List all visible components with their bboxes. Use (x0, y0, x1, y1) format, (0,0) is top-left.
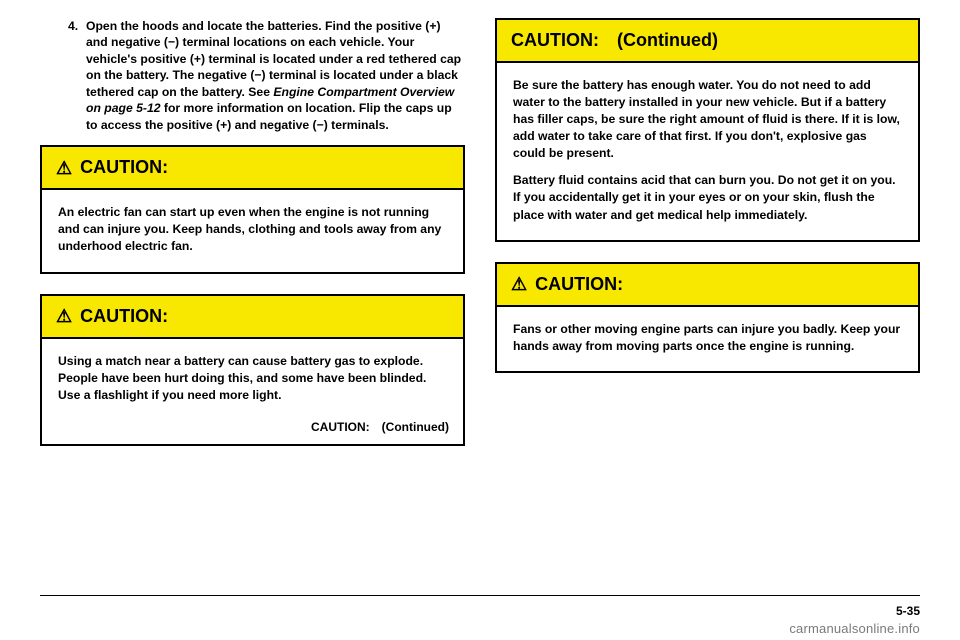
caution-body-3: Fans or other moving engine parts can in… (497, 307, 918, 371)
right-column: CAUTION: (Continued) Be sure the battery… (495, 18, 920, 446)
caution-label: CAUTION: (80, 157, 168, 178)
step-4: 4. Open the hoods and locate the batteri… (68, 18, 465, 133)
caution-box-2: ⚠ CAUTION: Using a match near a battery … (40, 294, 465, 446)
caution-box-continued: CAUTION: (Continued) Be sure the battery… (495, 18, 920, 242)
caution-label: CAUTION: (Continued) (511, 30, 718, 51)
caution-label: CAUTION: (80, 306, 168, 327)
caution-box-1: ⚠ CAUTION: An electric fan can start up … (40, 145, 465, 273)
caution-header-1: ⚠ CAUTION: (42, 147, 463, 190)
page-number: 5-35 (896, 604, 920, 618)
caution-header-continued: CAUTION: (Continued) (497, 20, 918, 63)
caution-continued-label: CAUTION: (Continued) (42, 420, 463, 444)
step-number: 4. (68, 18, 86, 133)
caution-text-p1: Be sure the battery has enough water. Yo… (513, 77, 902, 162)
caution-body-1: An electric fan can start up even when t… (42, 190, 463, 271)
caution-text: Using a match near a battery can cause b… (58, 353, 447, 404)
warning-icon: ⚠ (56, 159, 72, 177)
caution-text-p2: Battery fluid contains acid that can bur… (513, 172, 902, 223)
caution-box-3: ⚠ CAUTION: Fans or other moving engine p… (495, 262, 920, 373)
step-text: Open the hoods and locate the batteries.… (86, 18, 465, 133)
caution-body-continued: Be sure the battery has enough water. Yo… (497, 63, 918, 240)
caution-body-2: Using a match near a battery can cause b… (42, 339, 463, 420)
caution-label: CAUTION: (535, 274, 623, 295)
warning-icon: ⚠ (56, 307, 72, 325)
caution-text: Fans or other moving engine parts can in… (513, 321, 902, 355)
warning-icon: ⚠ (511, 275, 527, 293)
page-columns: 4. Open the hoods and locate the batteri… (0, 0, 960, 446)
caution-header-3: ⚠ CAUTION: (497, 264, 918, 307)
caution-text: An electric fan can start up even when t… (58, 204, 447, 255)
watermark: carmanualsonline.info (789, 621, 920, 636)
left-column: 4. Open the hoods and locate the batteri… (40, 18, 465, 446)
caution-header-2: ⚠ CAUTION: (42, 296, 463, 339)
footer-rule (40, 595, 920, 596)
